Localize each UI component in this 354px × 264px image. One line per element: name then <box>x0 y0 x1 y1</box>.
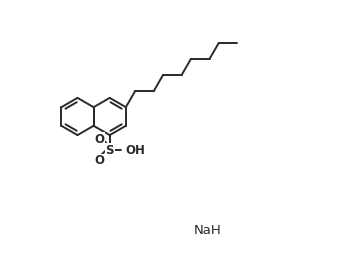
Text: NaH: NaH <box>194 224 222 237</box>
Text: S: S <box>105 144 114 157</box>
Text: O: O <box>94 154 104 167</box>
Text: O: O <box>94 133 104 146</box>
Text: OH: OH <box>126 144 145 157</box>
